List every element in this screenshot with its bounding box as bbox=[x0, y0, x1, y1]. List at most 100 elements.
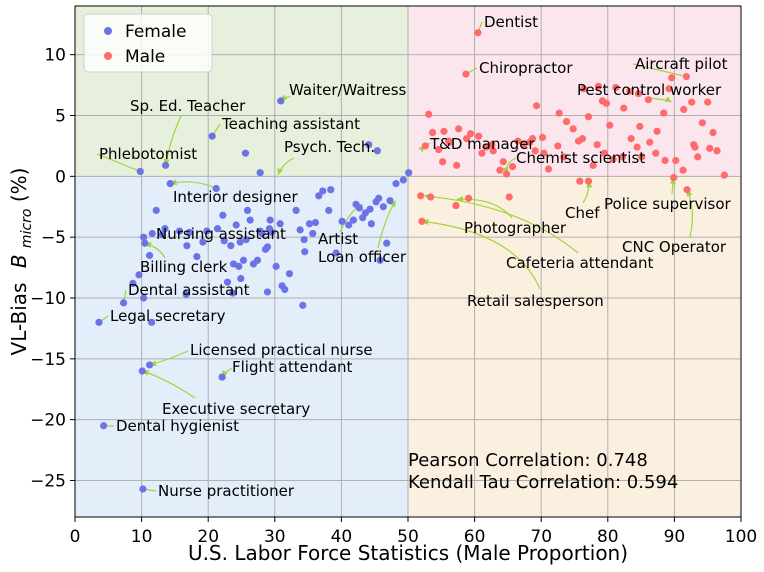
point-female bbox=[376, 256, 384, 264]
point-male bbox=[584, 113, 593, 121]
point-female bbox=[161, 161, 170, 169]
y-tick-label: −5 bbox=[41, 228, 66, 248]
x-tick-label: 100 bbox=[725, 527, 757, 547]
annotation-arrowhead bbox=[664, 96, 672, 103]
legend-box bbox=[83, 13, 213, 73]
point-female bbox=[100, 422, 108, 430]
point-male bbox=[463, 135, 471, 143]
point-female bbox=[355, 204, 363, 212]
y-axis-label-unit: (%) bbox=[7, 168, 31, 203]
point-female bbox=[232, 221, 240, 229]
point-male bbox=[427, 193, 435, 201]
quadrant-backgrounds bbox=[75, 6, 741, 518]
point-female bbox=[285, 270, 294, 278]
point-male bbox=[452, 201, 460, 210]
point-male bbox=[482, 143, 490, 151]
point-male bbox=[679, 166, 687, 174]
point-male bbox=[478, 149, 486, 157]
point-male bbox=[653, 127, 661, 135]
point-female bbox=[345, 221, 353, 229]
point-female bbox=[405, 169, 413, 177]
point-female bbox=[139, 294, 148, 302]
point-male bbox=[668, 74, 676, 82]
point-female bbox=[243, 206, 252, 214]
point-female bbox=[120, 299, 128, 307]
point-male bbox=[555, 109, 563, 117]
point-female bbox=[152, 206, 160, 214]
point-female bbox=[266, 216, 274, 224]
annotation-arrowhead bbox=[277, 168, 284, 176]
x-tick-label: 90 bbox=[664, 527, 686, 547]
point-male bbox=[425, 110, 433, 118]
annotation-label: Loan officer bbox=[318, 248, 407, 266]
point-female bbox=[366, 205, 374, 213]
point-male bbox=[499, 158, 507, 166]
x-axis-ticks: 0 10 20 30 40 50 60 70 80 90 100 bbox=[70, 517, 757, 547]
point-female bbox=[263, 288, 272, 296]
point-female bbox=[141, 239, 149, 247]
point-male bbox=[508, 163, 517, 171]
point-female bbox=[148, 229, 156, 238]
point-female bbox=[95, 318, 103, 326]
point-female bbox=[237, 274, 245, 283]
pearson-correlation: Pearson Correlation: 0.748 bbox=[408, 450, 648, 471]
y-tick-label: −20 bbox=[30, 411, 66, 431]
point-male bbox=[670, 173, 678, 182]
annotation-label: Cafeteria attendant bbox=[506, 254, 653, 272]
annotation-label: Waiter/Waitress bbox=[289, 81, 407, 99]
point-male bbox=[709, 128, 717, 137]
point-female bbox=[301, 248, 309, 256]
annotation-label: Artist bbox=[318, 230, 358, 248]
point-male bbox=[418, 217, 426, 225]
annotation-label: CNC Operator bbox=[622, 238, 727, 256]
point-male bbox=[520, 141, 528, 149]
annotation-leader bbox=[96, 153, 141, 173]
point-male bbox=[465, 194, 473, 202]
point-male bbox=[589, 161, 597, 169]
point-female bbox=[300, 236, 308, 244]
y-tick-label: 5 bbox=[55, 107, 66, 127]
x-tick-label: 70 bbox=[530, 527, 552, 547]
annotation-arrowhead bbox=[389, 200, 397, 208]
y-axis-label-main: VL-Bias bbox=[7, 283, 31, 356]
data-points bbox=[95, 29, 728, 493]
y-axis-label-symbol: B bbox=[7, 254, 31, 268]
point-male bbox=[544, 165, 553, 173]
annotation-label: Police supervisor bbox=[604, 195, 732, 213]
annotation-label: Chemist scientist bbox=[516, 149, 645, 167]
point-male bbox=[467, 130, 475, 138]
point-female bbox=[296, 226, 304, 234]
annotation-arrow bbox=[421, 220, 541, 290]
legend-label-male: Male bbox=[125, 47, 165, 67]
point-male bbox=[683, 186, 691, 194]
x-tick-label: 50 bbox=[397, 527, 419, 547]
point-male bbox=[694, 153, 702, 161]
point-male bbox=[488, 141, 496, 149]
point-male bbox=[440, 127, 448, 135]
point-male bbox=[660, 109, 668, 117]
annotation-leader bbox=[632, 63, 687, 78]
annotation-label: Phlebotomist bbox=[99, 145, 197, 163]
point-male bbox=[578, 135, 587, 143]
point-female bbox=[175, 227, 184, 235]
x-tick-label: 80 bbox=[597, 527, 619, 547]
point-male bbox=[602, 99, 611, 107]
x-axis-label: U.S. Labor Force Statistics (Male Propor… bbox=[188, 541, 628, 565]
point-male bbox=[620, 104, 628, 112]
point-male bbox=[455, 125, 463, 133]
annotation-label: Nursing assistant bbox=[156, 225, 286, 243]
annotation-label: Billing clerk bbox=[140, 258, 228, 276]
point-female bbox=[276, 220, 284, 228]
point-female bbox=[242, 236, 250, 244]
annotation-label: T&D manager bbox=[429, 135, 535, 153]
point-male bbox=[445, 137, 453, 145]
annotation-label: Nurse practitioner bbox=[158, 482, 295, 500]
point-female bbox=[161, 225, 169, 233]
point-female bbox=[145, 251, 154, 260]
point-female bbox=[235, 262, 243, 270]
point-male bbox=[600, 149, 609, 157]
point-male bbox=[704, 98, 712, 106]
point-female bbox=[208, 132, 216, 140]
point-male bbox=[502, 170, 511, 178]
